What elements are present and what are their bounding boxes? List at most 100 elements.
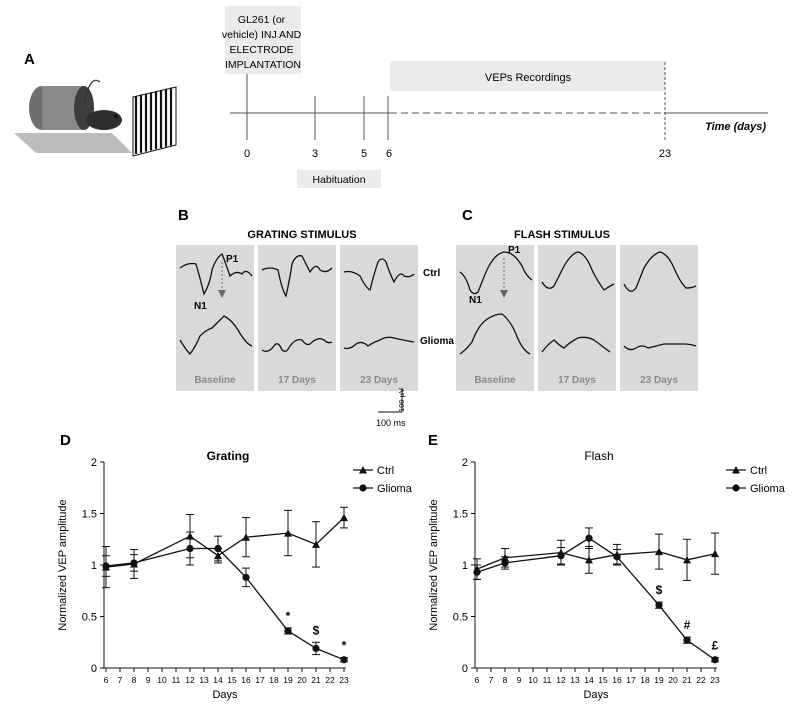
x-tick-label: 18 (640, 675, 650, 685)
grating-screen-frame (132, 86, 177, 157)
vep-recordings-label: VEPs Recordings (485, 72, 572, 84)
data-point-glioma (711, 656, 719, 664)
data-point-glioma (186, 544, 194, 553)
x-tick-label: 21 (311, 675, 321, 685)
flash-baseline-panel (456, 245, 534, 391)
x-tick-label: 22 (325, 675, 335, 685)
data-point-glioma (613, 553, 621, 561)
y-tick-label: 0.5 (453, 612, 468, 624)
y-tick-label: 2 (91, 457, 97, 469)
grating-23days-panel (340, 245, 418, 391)
timeline-axis-label: Time (days) (705, 121, 766, 133)
data-point-glioma (473, 568, 481, 576)
x-tick-label: 14 (213, 675, 223, 685)
legend-marker-ctrl (732, 466, 740, 474)
x-tick-label: 20 (668, 675, 678, 685)
data-point-ctrl (585, 555, 593, 564)
flash-n1-label: N1 (469, 295, 482, 306)
flash-glioma-17days-trace (541, 336, 611, 353)
x-tick-label: 19 (283, 675, 293, 685)
grating-col-baseline: Baseline (194, 375, 236, 386)
x-tick-label: 10 (528, 675, 538, 685)
x-tick-label: 11 (543, 675, 552, 685)
flash-p1-label: P1 (508, 245, 521, 256)
grating-col-23days: 23 Days (360, 375, 398, 386)
x-tick-label: 7 (118, 675, 123, 685)
flash-ctrl-17days-trace (541, 251, 615, 291)
flash-17days-panel (538, 245, 616, 391)
flash-chart: 0 0.5 1 1.5 2 6 7 8 9 10 11 12 13 14 15 16 17 18 19 20 21 22 2… (428, 449, 786, 701)
panel-letter-b: B (178, 207, 189, 224)
grating-baseline-panel (176, 245, 254, 391)
injection-label: GL261 (or vehicle) INJ AND ELECTRODE IMP… (222, 14, 304, 71)
x-tick-label: 10 (157, 675, 167, 685)
x-tick-label: 22 (696, 675, 706, 685)
series-line-glioma (105, 547, 345, 661)
flash-glioma-23days-trace (623, 343, 697, 351)
panel-letter-c: C (462, 207, 473, 224)
panel-letter-a: A (24, 51, 35, 68)
flash-col-23days: 23 Days (640, 375, 678, 386)
y-axis-label: Normalized VEP amplitude (57, 499, 69, 630)
legend-label-glioma: Glioma (377, 483, 413, 495)
y-tick-label: 2 (462, 457, 468, 469)
flash-ctrl-baseline-trace (459, 251, 533, 295)
grating-glioma-baseline-trace (179, 315, 253, 355)
series-line-glioma (476, 537, 716, 661)
grating-traces (179, 253, 415, 355)
y-tick-label: 0 (462, 663, 468, 675)
y-tick-label: 1.5 (82, 509, 97, 521)
data-point-ctrl (312, 540, 320, 548)
grating-glioma-17days-trace (261, 338, 333, 352)
x-tick-label: 15 (227, 675, 237, 685)
x-tick-label: 9 (146, 675, 151, 685)
vep-recordings-bar (390, 61, 665, 91)
grating-ctrl-23days-trace (343, 258, 415, 291)
grating-ctrl-17days-trace (261, 255, 333, 298)
x-tick-label: 6 (475, 675, 480, 685)
grating-ctrl-baseline-trace (179, 253, 253, 296)
x-tick-label: 13 (199, 675, 209, 685)
timeline-label-5: 5 (361, 148, 367, 160)
data-point-ctrl (242, 533, 250, 541)
series-line-ctrl (105, 517, 345, 568)
data-point-glioma (501, 559, 509, 567)
x-tick-label: 19 (654, 675, 664, 685)
legend-marker-ctrl (359, 466, 367, 474)
x-tick-label: 13 (570, 675, 580, 685)
significance-marker: # (684, 618, 691, 632)
x-axis-label: Days (583, 689, 609, 701)
data-point-glioma (557, 552, 565, 560)
series-line-ctrl (476, 550, 716, 570)
injection-box (225, 6, 301, 74)
data-point-glioma (242, 573, 250, 581)
y-tick-label: 1 (91, 560, 97, 572)
grating-p1-label: P1 (226, 254, 239, 265)
timeline-label-3: 3 (312, 148, 318, 160)
y-tick-label: 1.5 (453, 509, 468, 521)
legend-marker-glioma (732, 484, 740, 492)
grating-col-17days: 17 Days (278, 375, 316, 386)
x-tick-label: 14 (584, 675, 594, 685)
y-tick-label: 0 (91, 663, 97, 675)
x-tick-label: 7 (489, 675, 494, 685)
legend-label-ctrl: Ctrl (750, 465, 767, 477)
glioma-row-label: Glioma (420, 336, 454, 347)
x-tick-label: 17 (626, 675, 636, 685)
data-point-ctrl (284, 529, 292, 537)
data-point-glioma (312, 644, 320, 653)
scale-bar-time: 100 ms (376, 418, 406, 428)
timeline: GL261 (or vehicle) INJ AND ELECTRODE IMP… (222, 6, 768, 188)
x-tick-label: 18 (269, 675, 279, 685)
habituation-label: Habituation (312, 174, 365, 186)
y-axis-label: Normalized VEP amplitude (428, 499, 440, 630)
grating-glioma-23days-trace (343, 336, 415, 350)
flash-col-17days: 17 Days (558, 375, 596, 386)
flash-p1-arrowhead (500, 290, 508, 298)
grating-stimulus-title: GRATING STIMULUS (247, 229, 356, 241)
habituation-box (297, 170, 381, 188)
timeline-label-6: 6 (386, 148, 392, 160)
scale-bar (378, 388, 403, 413)
